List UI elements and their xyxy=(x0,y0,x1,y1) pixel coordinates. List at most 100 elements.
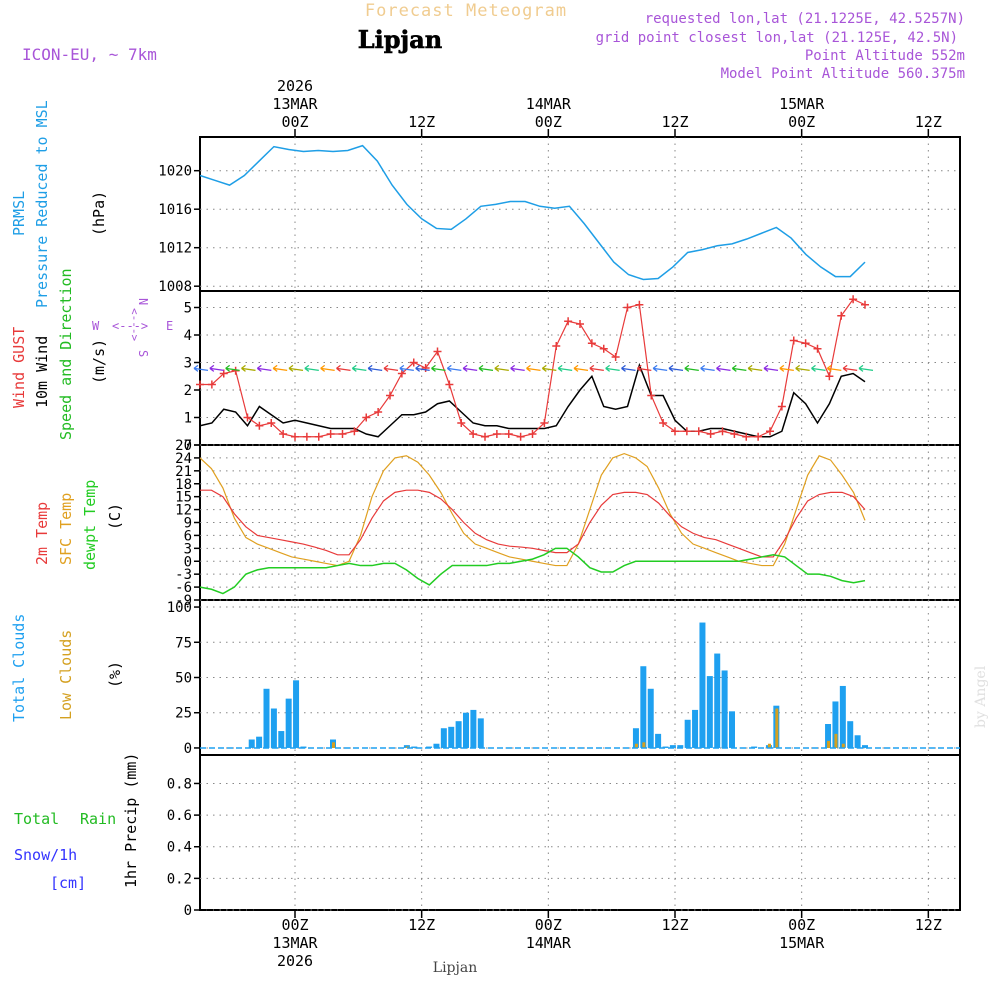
wind-direction-arrow xyxy=(478,364,494,372)
top-time-label: 00Z xyxy=(788,113,815,131)
wind-direction-arrow xyxy=(826,364,842,372)
panel-frame xyxy=(199,599,961,756)
wind-gust-line-marker xyxy=(682,427,691,436)
wind-direction-arrow xyxy=(811,364,826,372)
wind-gust-line-marker xyxy=(409,358,418,367)
y-tick-label: 1012 xyxy=(158,241,192,257)
y-tick-label: 0 xyxy=(184,741,192,757)
top-time-label: 2026 xyxy=(277,77,313,95)
total-cloud-bar xyxy=(677,745,684,748)
y-tick-label: -6 xyxy=(175,580,192,596)
y-tick-label: 1 xyxy=(184,411,192,427)
total-cloud-bar xyxy=(440,728,447,748)
y-tick-label: 21 xyxy=(175,464,192,480)
wind-gust-line-marker xyxy=(659,419,668,427)
top-time-label: 12Z xyxy=(661,113,688,131)
wind-direction-arrow xyxy=(304,364,319,372)
wind-dir-label: Speed and Direction xyxy=(57,268,75,440)
wind-gust-line-marker xyxy=(255,421,264,430)
wind-direction-arrow xyxy=(446,364,462,372)
total-cloud-bar xyxy=(662,746,669,748)
wind-gust-line-marker xyxy=(552,342,561,350)
wind-gust-line-marker xyxy=(671,427,679,436)
wind-direction-arrow xyxy=(684,364,699,372)
panel-gridlines xyxy=(200,137,960,911)
panel-frame xyxy=(199,290,961,446)
low-cloud-bar xyxy=(827,740,831,748)
total-cloud-bar xyxy=(470,709,477,748)
total-cloud-bar xyxy=(263,688,270,748)
compass-s: S xyxy=(136,350,150,357)
wind-gust-line-marker xyxy=(267,419,276,427)
bottom-time-label: 12Z xyxy=(661,916,688,934)
wind-gust-line-marker xyxy=(789,336,798,345)
y-tick-label: 0.8 xyxy=(167,776,192,792)
wind-gust-line-marker xyxy=(528,430,537,438)
wind-direction-arrow xyxy=(383,364,399,372)
wind-direction-arrow xyxy=(431,364,446,372)
total-cloud-bar xyxy=(285,698,292,748)
low-cloud-bar xyxy=(332,742,335,748)
wind-gust-line-marker xyxy=(777,402,786,411)
wind-direction-arrow xyxy=(763,364,779,372)
pressure-label-prmsl: PRMSL xyxy=(10,191,28,236)
y-tick-label: 1020 xyxy=(158,164,192,180)
rain-rain-label: Rain xyxy=(80,810,116,828)
top-time-label: 15MAR xyxy=(779,95,825,113)
wind-gust-line-marker xyxy=(279,430,288,438)
y-tick-label: 5 xyxy=(184,301,192,317)
wind-gust-line-marker xyxy=(445,380,454,389)
wind-gust-line-marker xyxy=(813,344,822,353)
wind-direction-arrow xyxy=(541,364,557,372)
y-axes: 1008101210161020012345-9-6-3036912151821… xyxy=(158,164,200,919)
bottom-time-label: 00Z xyxy=(281,916,308,934)
wind-direction-arrow xyxy=(494,364,509,372)
wind-direction-arrow xyxy=(320,364,335,372)
y-tick-label: 12 xyxy=(175,503,192,519)
y-tick-label: 9 xyxy=(184,516,192,532)
total-cloud-bar xyxy=(832,701,839,748)
wind-direction-arrow xyxy=(779,364,794,372)
wind-gust-line-marker xyxy=(801,339,810,348)
t2m-label: 2m Temp xyxy=(33,502,51,565)
wind-gust-line-marker xyxy=(469,430,478,438)
wind-gust-line-marker xyxy=(207,380,216,389)
total-cloud-bar xyxy=(699,622,706,748)
wind-gust-line-marker xyxy=(635,300,644,309)
total-cloud-bar xyxy=(714,653,721,748)
total-cloud-bar xyxy=(477,718,484,748)
wind-gust-line-marker xyxy=(837,311,846,320)
wind-direction-arrow xyxy=(209,364,224,372)
y-tick-label: 1008 xyxy=(158,279,192,295)
wind-gust-line-marker xyxy=(849,295,858,304)
compass-w: W xyxy=(92,319,100,333)
model-altitude: Model Point Altitude 560.375m xyxy=(721,66,965,82)
wind-direction-arrow xyxy=(193,364,209,372)
wind-gust-line-marker xyxy=(540,419,549,427)
wind-direction-arrow xyxy=(731,364,747,372)
total-cloud-bar xyxy=(706,676,713,748)
wind-gust-line-marker xyxy=(861,300,869,309)
wind-gust-line-marker xyxy=(243,413,252,422)
time-axes: 202613MAR00Z00Z13MAR202612Z12Z14MAR00Z00… xyxy=(272,77,941,970)
tsfc-label: SFC Temp xyxy=(57,493,75,565)
wind-direction-arrow xyxy=(795,364,810,372)
wind-gust-line-marker xyxy=(362,413,371,422)
wind-10m-line xyxy=(199,362,866,438)
low-cloud-bar xyxy=(834,733,838,748)
y-tick-label: 3 xyxy=(184,356,192,372)
total-cloud-bar xyxy=(403,745,410,748)
wind-gust-line-marker xyxy=(386,391,394,400)
wind-gust-line-marker xyxy=(291,432,299,441)
total-cloud-bar xyxy=(293,680,300,748)
wind-gust-line-marker xyxy=(576,320,584,328)
compass-e: E xyxy=(166,319,173,333)
top-time-label: 00Z xyxy=(281,113,308,131)
chart-title: Forecast Meteogram xyxy=(365,1,567,21)
wind-direction-arrow xyxy=(510,364,525,372)
bottom-time-label: 12Z xyxy=(915,916,942,934)
total-cloud-bar xyxy=(448,726,455,748)
wind-10m-label: 10m Wind xyxy=(33,336,51,408)
y-tick-label: 50 xyxy=(175,671,192,687)
wind-direction-arrow xyxy=(225,364,240,372)
